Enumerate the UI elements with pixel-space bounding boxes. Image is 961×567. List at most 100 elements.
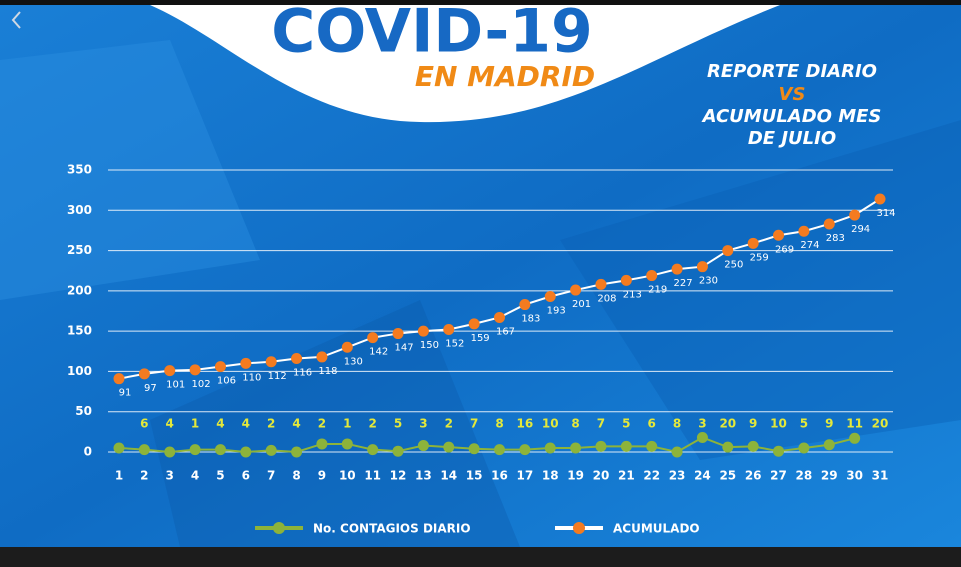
series-point — [164, 365, 176, 377]
legend-label: ACUMULADO — [613, 522, 700, 536]
series-point — [443, 324, 455, 336]
legend-label: No. CONTAGIOS DIARIO — [313, 522, 471, 536]
legend-marker — [573, 522, 585, 534]
series-point — [367, 444, 379, 456]
x-tick-label: 23 — [669, 469, 686, 483]
x-tick-label: 22 — [643, 469, 660, 483]
series-point — [240, 357, 252, 369]
series-point — [392, 328, 404, 340]
series-point — [138, 368, 150, 380]
daily-label: 7 — [597, 417, 605, 431]
series-point — [189, 444, 201, 456]
x-tick-label: 3 — [166, 469, 174, 483]
x-tick-label: 5 — [216, 469, 224, 483]
series-point — [468, 318, 480, 330]
series-point — [265, 444, 277, 456]
data-label: 159 — [471, 333, 490, 344]
x-tick-label: 16 — [491, 469, 508, 483]
series-point — [443, 441, 455, 453]
daily-label: 20 — [872, 417, 889, 431]
series-point — [214, 361, 226, 373]
data-label: 230 — [699, 276, 718, 287]
x-tick-label: 19 — [567, 469, 584, 483]
side-title: REPORTE DIARIO — [707, 61, 877, 82]
series-point — [316, 351, 328, 363]
y-tick-label: 0 — [84, 445, 92, 459]
series-point — [468, 443, 480, 455]
series-point — [291, 353, 303, 365]
series-point — [671, 446, 683, 458]
daily-label: 10 — [770, 417, 787, 431]
data-label: 314 — [876, 208, 895, 219]
series-point — [164, 446, 176, 458]
daily-label: 7 — [470, 417, 478, 431]
side-title: VS — [779, 84, 806, 105]
top-bar — [0, 0, 961, 5]
series-point — [291, 446, 303, 458]
data-label: 112 — [268, 371, 287, 382]
daily-label: 6 — [140, 417, 148, 431]
series-point — [646, 440, 658, 452]
y-tick-label: 50 — [75, 404, 92, 418]
x-tick-label: 24 — [694, 469, 711, 483]
daily-label: 2 — [267, 417, 275, 431]
x-tick-label: 4 — [191, 469, 199, 483]
legend-marker — [273, 522, 285, 534]
daily-label: 2 — [445, 417, 453, 431]
data-label: 259 — [750, 252, 769, 263]
series-point — [823, 218, 835, 230]
data-label: 227 — [674, 278, 693, 289]
x-tick-label: 9 — [318, 469, 326, 483]
daily-label: 5 — [800, 417, 808, 431]
x-tick-label: 28 — [796, 469, 813, 483]
data-label: 213 — [623, 289, 642, 300]
y-tick-label: 350 — [67, 163, 92, 177]
series-point — [696, 261, 708, 273]
data-label: 152 — [445, 339, 464, 350]
series-point — [189, 364, 201, 376]
data-label: 102 — [192, 379, 211, 390]
x-tick-label: 20 — [593, 469, 610, 483]
back-button[interactable] — [11, 11, 21, 29]
series-point — [392, 445, 404, 457]
y-tick-label: 200 — [67, 283, 92, 297]
x-tick-label: 6 — [242, 469, 250, 483]
daily-label: 8 — [673, 417, 681, 431]
x-tick-label: 25 — [719, 469, 736, 483]
x-tick-label: 1 — [115, 469, 123, 483]
x-tick-label: 27 — [770, 469, 787, 483]
x-tick-label: 18 — [542, 469, 559, 483]
series-point — [874, 193, 886, 205]
series-point — [620, 440, 632, 452]
series-point — [747, 440, 759, 452]
bg-shape — [150, 300, 520, 547]
header-wave — [150, 5, 780, 123]
x-tick-label: 15 — [466, 469, 483, 483]
series-point — [519, 299, 531, 311]
daily-label: 4 — [242, 417, 250, 431]
series-point — [595, 278, 607, 290]
series-point — [849, 432, 861, 444]
data-label: 97 — [144, 383, 157, 394]
data-label: 219 — [648, 285, 667, 296]
x-tick-label: 26 — [745, 469, 762, 483]
x-tick-label: 30 — [846, 469, 863, 483]
series-point — [341, 438, 353, 450]
series-point — [138, 444, 150, 456]
series-point — [494, 311, 505, 323]
data-label: 116 — [293, 368, 312, 379]
chart-subtitle: EN MADRID — [415, 60, 595, 93]
chart-title: COVID-19 — [271, 0, 593, 67]
daily-label: 2 — [368, 417, 376, 431]
series-point — [316, 438, 328, 450]
daily-label: 16 — [517, 417, 534, 431]
daily-label: 11 — [846, 417, 863, 431]
x-tick-label: 17 — [517, 469, 534, 483]
bottom-bar — [0, 547, 961, 567]
series-point — [367, 332, 379, 344]
x-tick-label: 21 — [618, 469, 635, 483]
daily-label: 8 — [495, 417, 503, 431]
daily-label: 9 — [825, 417, 833, 431]
data-label: 208 — [597, 293, 616, 304]
daily-label: 4 — [216, 417, 224, 431]
